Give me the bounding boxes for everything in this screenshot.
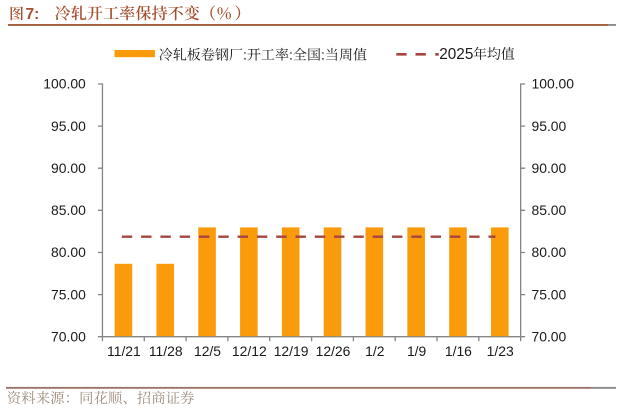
svg-text:100.00: 100.00 (532, 76, 575, 92)
svg-text:2025: 2025 (439, 46, 473, 63)
svg-text:1/23: 1/23 (487, 343, 514, 359)
svg-text:12/26: 12/26 (316, 343, 351, 359)
svg-text:100.00: 100.00 (43, 76, 86, 92)
svg-text:12/12: 12/12 (232, 343, 267, 359)
svg-text:75.00: 75.00 (51, 286, 86, 302)
svg-text:95.00: 95.00 (532, 118, 567, 134)
svg-text:70.00: 70.00 (51, 328, 86, 344)
svg-text:90.00: 90.00 (532, 160, 567, 176)
svg-text:1/9: 1/9 (407, 343, 427, 359)
svg-text:75.00: 75.00 (532, 286, 567, 302)
svg-text:80.00: 80.00 (51, 244, 86, 260)
svg-text:12/5: 12/5 (194, 343, 221, 359)
svg-text:80.00: 80.00 (532, 244, 567, 260)
svg-text:90.00: 90.00 (51, 160, 86, 176)
svg-text:12/19: 12/19 (274, 343, 309, 359)
svg-text:85.00: 85.00 (532, 202, 567, 218)
svg-text:1/16: 1/16 (445, 343, 472, 359)
svg-text:95.00: 95.00 (51, 118, 86, 134)
svg-text:7:: 7: (26, 6, 40, 23)
svg-text:11/21: 11/21 (107, 343, 141, 359)
svg-text:1/2: 1/2 (365, 343, 385, 359)
svg-text:85.00: 85.00 (51, 202, 86, 218)
svg-text:11/28: 11/28 (149, 343, 183, 359)
svg-text:70.00: 70.00 (532, 328, 567, 344)
